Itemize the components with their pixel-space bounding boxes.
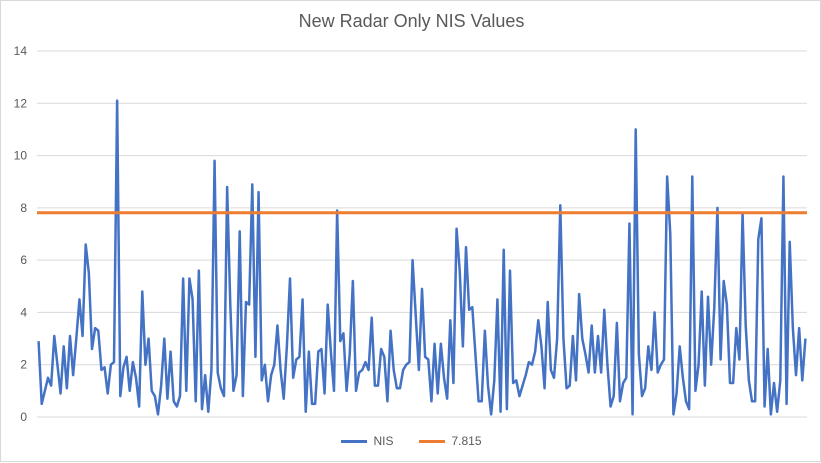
y-tick-label: 10 [14, 149, 28, 163]
legend-label-nis: NIS [373, 434, 394, 448]
legend: NIS 7.815 [1, 434, 821, 448]
legend-item-nis: NIS [341, 434, 393, 448]
y-tick-label: 14 [14, 44, 28, 58]
legend-swatch-nis [341, 439, 368, 443]
y-tick-label: 6 [20, 253, 27, 267]
series-line-nis [37, 99, 807, 416]
legend-item-threshold: 7.815 [419, 434, 482, 448]
y-tick-label: 12 [14, 96, 28, 110]
legend-label-threshold: 7.815 [451, 434, 482, 448]
y-tick-label: 0 [20, 410, 27, 424]
chart-title: New Radar Only NIS Values [298, 11, 525, 31]
y-tick-label: 4 [20, 305, 27, 319]
y-tick-label: 8 [20, 201, 27, 215]
legend-swatch-threshold [419, 439, 446, 443]
y-tick-label: 2 [20, 358, 27, 372]
